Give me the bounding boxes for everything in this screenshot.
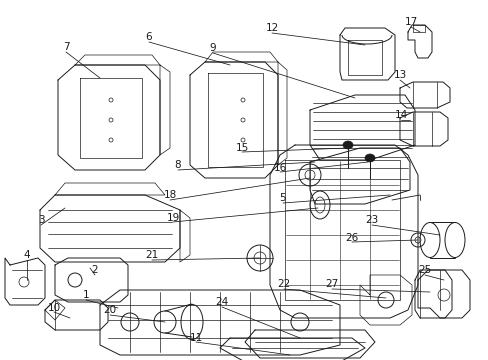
Text: 17: 17: [404, 17, 417, 27]
Text: 21: 21: [145, 250, 158, 260]
Text: 19: 19: [166, 213, 179, 223]
Text: 1: 1: [82, 290, 89, 300]
Ellipse shape: [364, 154, 374, 162]
Text: 15: 15: [235, 143, 248, 153]
Text: 20: 20: [103, 305, 116, 315]
Text: 8: 8: [174, 160, 181, 170]
Text: 3: 3: [38, 215, 44, 225]
Text: 5: 5: [279, 193, 286, 203]
Text: 11: 11: [189, 333, 202, 343]
Text: 14: 14: [393, 110, 407, 120]
Text: 22: 22: [277, 279, 290, 289]
Text: 18: 18: [163, 190, 176, 200]
Text: 6: 6: [145, 32, 152, 42]
Text: 9: 9: [209, 43, 216, 53]
Text: 7: 7: [62, 42, 69, 52]
Text: 13: 13: [392, 70, 406, 80]
Text: 2: 2: [92, 265, 98, 275]
Text: 23: 23: [365, 215, 378, 225]
Text: 10: 10: [47, 303, 61, 313]
Text: 26: 26: [345, 233, 358, 243]
Text: 16: 16: [273, 163, 286, 173]
Ellipse shape: [342, 141, 352, 149]
Text: 24: 24: [215, 297, 228, 307]
Text: 12: 12: [265, 23, 278, 33]
Text: 27: 27: [325, 279, 338, 289]
Text: 4: 4: [23, 250, 30, 260]
Text: 25: 25: [418, 265, 431, 275]
